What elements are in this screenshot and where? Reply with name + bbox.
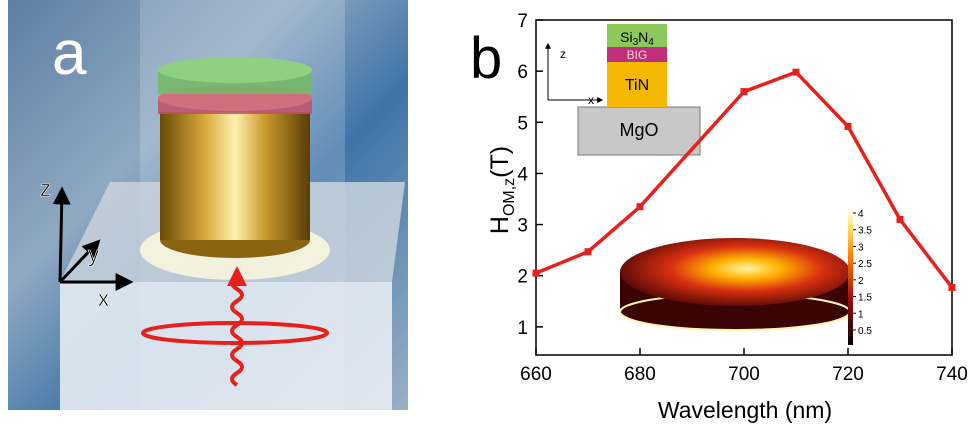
y-tick-label: 3: [517, 216, 528, 237]
y-tick-label: 1: [517, 318, 528, 339]
data-point: [637, 203, 644, 210]
x-axis-title: Wavelength (nm): [658, 397, 832, 423]
y-title-unit: (T): [486, 146, 514, 178]
panel-a: z y x a: [8, 0, 408, 410]
layer-label: MgO: [619, 120, 658, 140]
data-point: [845, 123, 852, 130]
cylinder: [160, 112, 310, 240]
inset-axis-label: z: [560, 47, 566, 61]
x-tick-label: 680: [624, 364, 656, 385]
panel-label: a: [52, 19, 87, 88]
colorbar-tick-label: 4: [858, 209, 864, 220]
heatmap-top: [620, 238, 850, 306]
colorbar: [848, 208, 853, 345]
colorbar-tick-label: 3.5: [858, 226, 872, 237]
y-tick-label: 6: [517, 62, 528, 83]
y-tick-label: 7: [517, 11, 528, 32]
panel-label: b: [470, 26, 502, 91]
y-title-subscript: OM,z: [501, 178, 518, 216]
y-tick-label: 4: [517, 164, 528, 185]
layer-label: TiN: [625, 77, 649, 94]
layer-label: BIG: [627, 48, 648, 62]
axis-y-label: y: [88, 242, 99, 267]
subscript: 4: [648, 37, 654, 48]
y-axis-title: HOM,z(T): [486, 146, 518, 234]
data-point: [741, 88, 748, 95]
data-point: [897, 216, 904, 223]
colorbar-tick-label: 0.5: [858, 326, 872, 337]
axis-z: [60, 190, 62, 282]
colorbar-tick-label: 3: [858, 242, 864, 253]
colorbar-tick-label: 1.5: [858, 293, 872, 304]
data-point: [585, 248, 592, 255]
block-front: [60, 282, 392, 410]
data-point: [533, 270, 540, 277]
figure: z y x a b Wavelength (nm) HOM,z(T) Si3N4…: [0, 0, 973, 426]
x-tick-label: 740: [936, 364, 968, 385]
y-tick-label: 2: [517, 267, 528, 288]
colorbar-tick-label: 2.5: [858, 259, 872, 270]
sin-top: [158, 57, 312, 83]
colorbar-tick-label: 2: [858, 276, 864, 287]
x-tick-label: 700: [728, 364, 760, 385]
formula-part: N: [638, 29, 648, 45]
y-tick-label: 5: [517, 113, 528, 134]
y-title-symbol: H: [486, 216, 514, 234]
inset-axis-label: x: [588, 93, 594, 107]
axis-x-label: x: [98, 286, 109, 311]
x-tick-label: 720: [832, 364, 864, 385]
colorbar-tick-label: 1: [858, 309, 864, 320]
data-point: [949, 284, 956, 291]
formula-part: Si: [620, 29, 632, 45]
axis-z-label: z: [40, 176, 51, 201]
x-tick-label: 660: [520, 364, 552, 385]
data-point: [793, 69, 800, 76]
